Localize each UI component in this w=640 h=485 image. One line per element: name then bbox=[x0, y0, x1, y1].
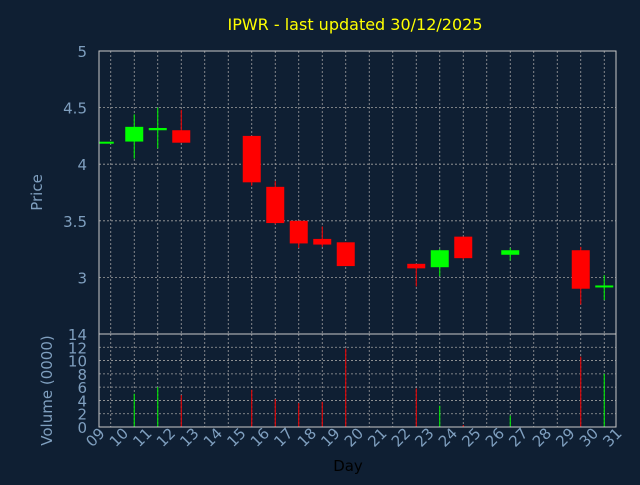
volume-grid bbox=[99, 333, 616, 428]
candle-body bbox=[125, 126, 144, 142]
x-tick-label: 23 bbox=[411, 424, 437, 450]
volume-y-tick-label: 12 bbox=[68, 339, 87, 357]
x-tick-label: 31 bbox=[599, 424, 625, 450]
volume-y-axis-label: Volume (0000) bbox=[38, 335, 56, 445]
x-tick-label: 21 bbox=[364, 424, 390, 450]
x-tick-label: 10 bbox=[106, 424, 132, 450]
candle-body bbox=[336, 242, 355, 267]
x-tick-label: 28 bbox=[529, 424, 555, 450]
candle-body bbox=[595, 285, 614, 288]
candle-body bbox=[242, 135, 261, 183]
x-tick-label: 24 bbox=[435, 424, 461, 450]
x-tick-label: 30 bbox=[576, 424, 602, 450]
price-y-tick-label: 4.5 bbox=[63, 100, 87, 118]
candle-body bbox=[454, 236, 473, 259]
x-tick-label: 22 bbox=[388, 424, 414, 450]
price-panel-frame bbox=[98, 50, 617, 335]
volume-panel-frame bbox=[98, 333, 617, 428]
price-y-ticks: 3 3.5 4 4.5 5 bbox=[63, 43, 87, 287]
volume-y-tick-label: 10 bbox=[68, 353, 87, 371]
price-y-tick-label: 4 bbox=[77, 156, 87, 174]
x-tick-label: 20 bbox=[341, 424, 367, 450]
volume-y-tick-label: 0 bbox=[77, 419, 87, 437]
price-y-tick-label: 5 bbox=[77, 43, 87, 61]
volume-y-tick-label: 8 bbox=[77, 366, 87, 384]
volume-y-tick-label: 2 bbox=[77, 406, 87, 424]
candle-body bbox=[501, 250, 520, 255]
price-y-axis-label: Price bbox=[28, 174, 46, 211]
candles bbox=[99, 107, 614, 305]
candle-body bbox=[289, 220, 308, 244]
chart-title: IPWR - last updated 30/12/2025 bbox=[227, 15, 482, 34]
x-ticks: 0910111213141516171819202122232425262728… bbox=[82, 424, 625, 450]
candle-body bbox=[266, 186, 285, 224]
volume-y-tick-label: 14 bbox=[68, 326, 87, 344]
volume-y-tick-label: 4 bbox=[77, 392, 87, 410]
volume-y-tick-label: 6 bbox=[77, 379, 87, 397]
candle-body bbox=[99, 141, 114, 144]
x-tick-label: 14 bbox=[200, 424, 226, 450]
price-y-tick-label: 3.5 bbox=[63, 213, 87, 231]
candle-body bbox=[148, 127, 167, 131]
candle-body bbox=[430, 250, 449, 268]
price-y-tick-label: 3 bbox=[77, 269, 87, 287]
x-tick-label: 11 bbox=[129, 424, 155, 450]
x-tick-label: 18 bbox=[294, 424, 320, 450]
x-tick-label: 15 bbox=[223, 424, 249, 450]
candle-body bbox=[313, 238, 332, 245]
x-tick-label: 29 bbox=[552, 424, 578, 450]
x-tick-label: 26 bbox=[482, 424, 508, 450]
price-grid bbox=[99, 50, 616, 334]
x-tick-label: 13 bbox=[176, 424, 202, 450]
volume-bars bbox=[133, 348, 605, 427]
candle-body bbox=[172, 130, 191, 143]
x-tick-label: 27 bbox=[505, 424, 531, 450]
candle-body bbox=[571, 250, 590, 289]
x-tick-label: 25 bbox=[458, 424, 484, 450]
x-tick-label: 17 bbox=[270, 424, 296, 450]
candle-body bbox=[407, 263, 426, 269]
x-tick-label: 12 bbox=[153, 424, 179, 450]
x-axis-label: Day bbox=[333, 457, 363, 475]
x-tick-label: 19 bbox=[317, 424, 343, 450]
x-tick-label: 16 bbox=[247, 424, 273, 450]
